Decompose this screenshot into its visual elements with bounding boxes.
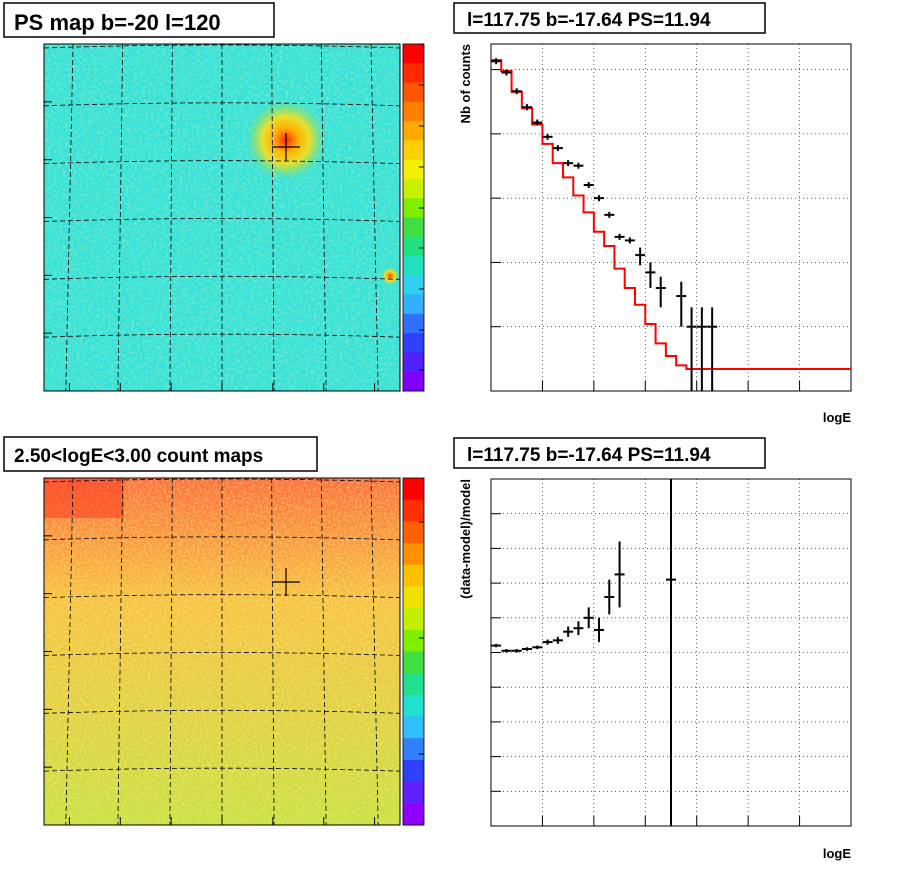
colorbar-segment bbox=[403, 352, 424, 373]
colorbar-segment bbox=[403, 140, 424, 161]
spectrum-xlabel: logE bbox=[823, 410, 851, 425]
colorbar-segment bbox=[403, 275, 424, 296]
graticule-parallel bbox=[43, 102, 401, 107]
colorbar-segment bbox=[403, 803, 424, 826]
colorbar-segment bbox=[403, 499, 424, 522]
spectrum-title-box bbox=[453, 2, 766, 34]
colorbar-segment bbox=[403, 564, 424, 587]
colorbar-frame bbox=[402, 477, 425, 826]
colorbar-segment bbox=[403, 673, 424, 696]
spectrum-plot bbox=[490, 44, 852, 392]
colorbar-segment bbox=[403, 198, 424, 218]
ps-map-panel: PS map b=-20 l=120 bbox=[3, 2, 425, 392]
spectrum-ylabel: Nb of counts bbox=[458, 44, 473, 123]
ps-map-title-box bbox=[3, 2, 275, 38]
graticule-parallel bbox=[43, 333, 401, 338]
colorbar-segment bbox=[403, 256, 424, 276]
colorbar-segment bbox=[403, 217, 424, 238]
count-map-title: 2.50<logE<3.00 count maps bbox=[14, 446, 263, 467]
ps-map-edge-source bbox=[381, 267, 399, 285]
count-map-graticule bbox=[43, 477, 401, 826]
spectrum-plot-area[interactable] bbox=[490, 43, 852, 392]
graticule-parallel bbox=[43, 652, 401, 656]
colorbar-frame bbox=[402, 43, 425, 392]
colorbar-segment bbox=[403, 781, 424, 804]
count-map-crosshair bbox=[272, 568, 300, 596]
residual-ylabel: (data-model)/model bbox=[458, 479, 473, 599]
colorbar-segment bbox=[403, 521, 424, 544]
colorbar-segment bbox=[403, 738, 424, 761]
ps-map-axes bbox=[44, 43, 376, 391]
colorbar-segment bbox=[403, 716, 424, 739]
colorbar-segment bbox=[403, 159, 424, 180]
model-step-line bbox=[491, 59, 851, 370]
colorbar-segment bbox=[403, 236, 424, 257]
graticule-parallel bbox=[43, 767, 401, 772]
residual-xlabel: logE bbox=[823, 846, 851, 861]
colorbar-segment bbox=[403, 478, 424, 501]
residual-title: l=117.75 b=-17.64 PS=11.94 bbox=[467, 445, 711, 466]
residual-panel: l=117.75 b=-17.64 PS=11.94 logE (data-mo… bbox=[453, 437, 852, 861]
colorbar-segment bbox=[403, 629, 424, 652]
colorbar-segment bbox=[403, 586, 424, 609]
count-map-axes bbox=[44, 477, 376, 825]
colorbar-segment bbox=[403, 608, 424, 631]
colorbar-segment bbox=[403, 294, 424, 315]
colorbar-segment bbox=[403, 651, 424, 674]
graticule-parallel bbox=[43, 594, 401, 599]
ps-map-graticule bbox=[43, 43, 401, 392]
colorbar-segment bbox=[403, 759, 424, 783]
count-map-title-box bbox=[3, 436, 318, 472]
colorbar-segment bbox=[403, 694, 424, 718]
spectrum-panel: l=117.75 b=-17.64 PS=11.94 logE Nb of co… bbox=[453, 2, 852, 425]
colorbar-segment bbox=[403, 121, 424, 141]
graticule-parallel bbox=[43, 536, 401, 541]
graticule-parallel bbox=[43, 275, 401, 280]
colorbar-segment bbox=[403, 63, 424, 84]
ps-map-colorbar bbox=[402, 43, 425, 392]
colorbar-segment bbox=[403, 44, 424, 64]
graticule-parallel bbox=[43, 44, 401, 49]
count-map-colorbar bbox=[402, 477, 425, 826]
colorbar-segment bbox=[403, 101, 424, 122]
count-map-panel: 2.50<logE<3.00 count maps bbox=[3, 436, 425, 826]
graticule-parallel bbox=[43, 478, 401, 483]
residual-title-box bbox=[453, 437, 766, 469]
graticule-parallel bbox=[43, 709, 401, 714]
spectrum-title: l=117.75 b=-17.64 PS=11.94 bbox=[467, 10, 711, 31]
graticule-parallel bbox=[43, 160, 401, 165]
colorbar-segment bbox=[403, 371, 424, 392]
residual-plot bbox=[490, 478, 852, 827]
ps-map-title: PS map b=-20 l=120 bbox=[14, 10, 221, 35]
colorbar-segment bbox=[403, 313, 424, 334]
colorbar-segment bbox=[403, 543, 424, 566]
colorbar-segment bbox=[403, 333, 424, 353]
graticule-parallel bbox=[43, 218, 401, 222]
colorbar-segment bbox=[403, 178, 424, 199]
count-map-bright-corner bbox=[44, 478, 124, 518]
ps-map-crosshair bbox=[272, 133, 300, 161]
colorbar-segment bbox=[403, 82, 424, 103]
